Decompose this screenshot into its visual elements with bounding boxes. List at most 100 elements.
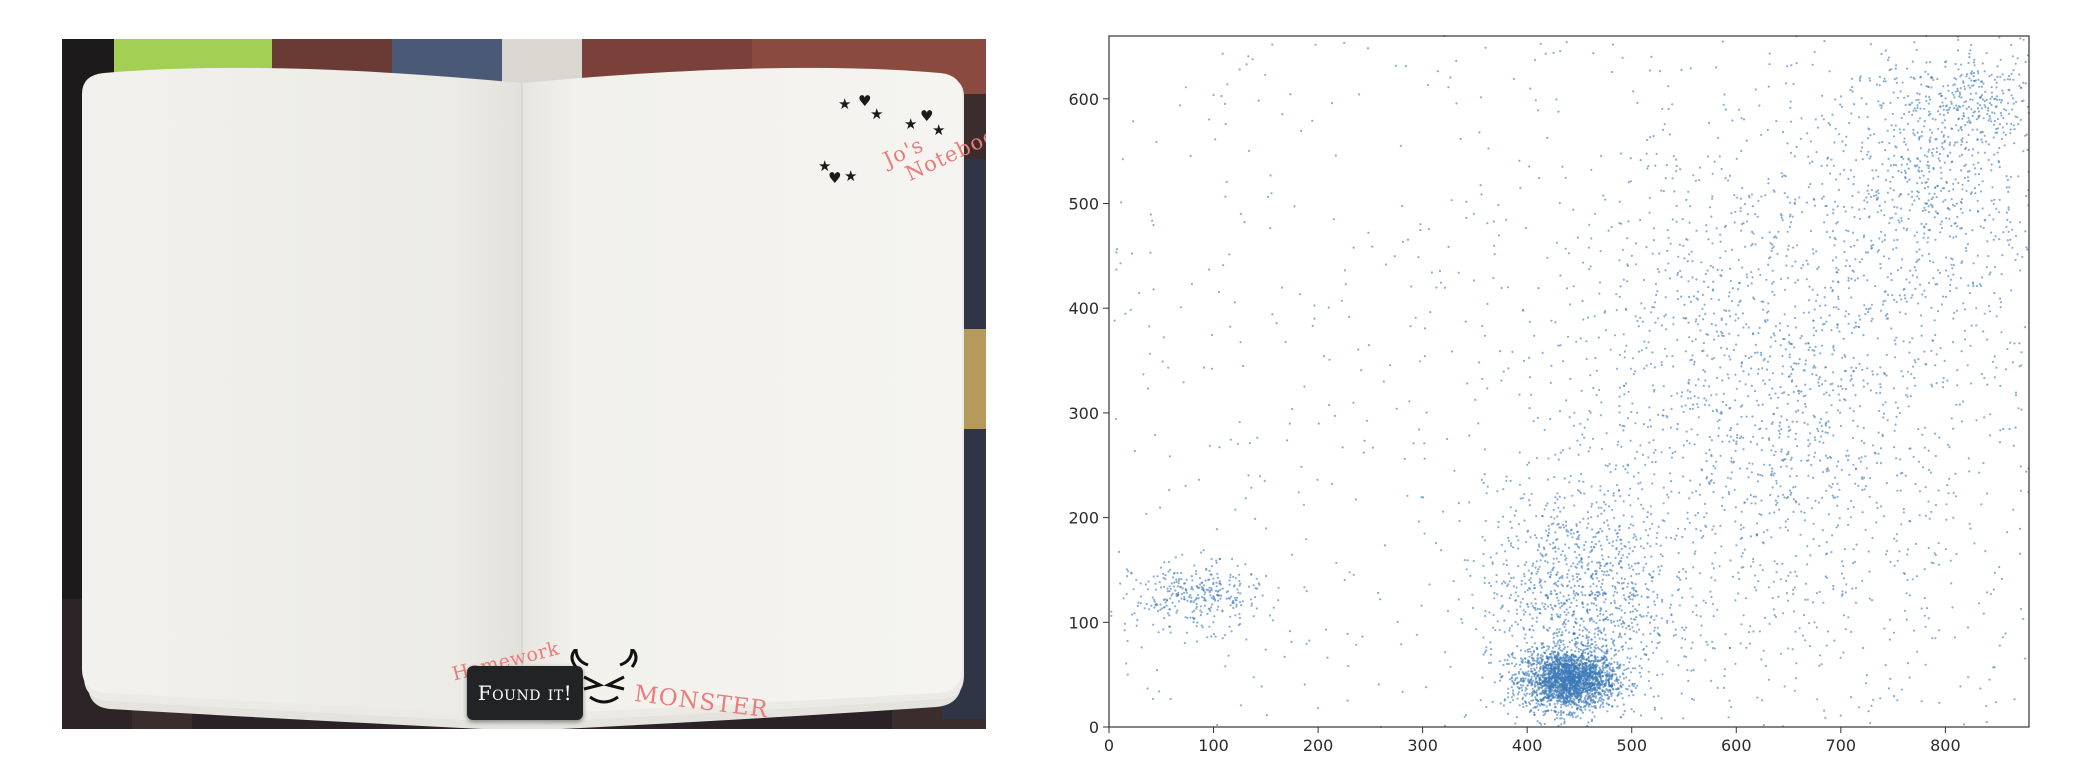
data-point bbox=[1125, 568, 1129, 571]
data-point bbox=[1573, 584, 1576, 588]
data-point bbox=[1812, 414, 1815, 417]
data-point bbox=[1507, 539, 1510, 542]
data-point bbox=[1556, 498, 1559, 501]
data-point bbox=[1623, 710, 1626, 713]
data-point bbox=[1602, 573, 1605, 576]
data-point bbox=[1595, 591, 1598, 594]
data-point bbox=[1570, 700, 1573, 703]
data-point bbox=[1626, 585, 1629, 588]
data-point bbox=[1567, 679, 1570, 682]
data-point bbox=[1652, 590, 1655, 593]
data-point bbox=[1519, 684, 1522, 687]
data-point bbox=[1832, 434, 1835, 437]
data-point bbox=[1924, 295, 1927, 299]
data-point bbox=[1783, 288, 1787, 291]
data-point bbox=[1623, 350, 1626, 353]
data-point bbox=[1564, 176, 1567, 179]
data-point bbox=[1507, 687, 1510, 690]
data-point bbox=[1239, 582, 1242, 585]
data-point bbox=[1570, 712, 1574, 716]
data-point bbox=[1544, 696, 1547, 699]
data-point bbox=[1692, 403, 1695, 406]
data-point bbox=[1531, 672, 1534, 675]
data-point bbox=[1590, 696, 1593, 700]
data-point bbox=[1588, 689, 1591, 692]
data-point bbox=[1880, 505, 1883, 508]
found-it-button[interactable]: Found it! bbox=[467, 666, 583, 720]
data-point bbox=[1546, 661, 1549, 664]
data-point bbox=[1590, 576, 1593, 579]
data-point bbox=[1741, 266, 1744, 269]
data-point bbox=[1876, 373, 1879, 376]
data-point bbox=[1735, 544, 1738, 547]
data-point bbox=[1942, 295, 1945, 298]
data-point bbox=[1668, 472, 1672, 475]
data-point bbox=[1261, 594, 1264, 597]
data-point bbox=[1542, 710, 1545, 713]
data-point bbox=[1562, 679, 1565, 682]
data-point bbox=[1197, 597, 1200, 600]
data-point bbox=[1653, 706, 1656, 709]
data-point bbox=[1660, 717, 1663, 720]
data-point bbox=[1610, 676, 1613, 680]
data-point bbox=[1160, 607, 1164, 610]
data-point bbox=[1861, 368, 1864, 371]
data-point bbox=[1562, 360, 1565, 363]
data-point bbox=[1824, 286, 1827, 289]
data-point bbox=[2011, 228, 2014, 231]
data-point bbox=[1707, 238, 1710, 241]
data-point bbox=[1909, 520, 1912, 523]
data-point bbox=[1575, 683, 1578, 686]
data-point bbox=[1827, 513, 1830, 516]
data-point bbox=[1804, 582, 1807, 585]
data-point bbox=[1616, 591, 1619, 594]
data-point bbox=[1687, 295, 1691, 299]
data-point bbox=[1588, 644, 1591, 647]
data-point bbox=[1794, 432, 1798, 435]
data-point bbox=[1536, 570, 1539, 573]
data-point bbox=[1618, 619, 1621, 622]
data-point bbox=[1676, 392, 1679, 395]
data-point bbox=[1636, 684, 1639, 687]
data-point bbox=[1590, 593, 1593, 596]
data-point bbox=[1666, 229, 1669, 232]
data-point bbox=[1627, 390, 1630, 393]
data-point bbox=[1845, 259, 1848, 262]
data-point bbox=[1596, 676, 1599, 679]
data-point bbox=[1630, 593, 1633, 596]
data-point bbox=[1555, 538, 1558, 541]
data-point bbox=[1557, 685, 1560, 688]
data-point bbox=[1640, 349, 1643, 352]
data-point bbox=[1440, 549, 1443, 552]
data-point bbox=[1598, 647, 1601, 651]
data-point bbox=[1796, 444, 1799, 448]
data-point bbox=[1599, 631, 1602, 634]
data-point bbox=[1548, 675, 1551, 679]
data-point bbox=[1647, 534, 1650, 537]
data-point bbox=[1786, 518, 1789, 521]
data-point bbox=[1642, 520, 1645, 523]
data-point bbox=[1238, 601, 1242, 604]
data-point bbox=[1681, 535, 1684, 539]
data-point bbox=[1210, 587, 1213, 590]
data-point bbox=[1599, 660, 1602, 663]
data-point bbox=[1576, 660, 1579, 663]
data-point bbox=[1580, 670, 1583, 673]
data-point bbox=[1215, 581, 1218, 584]
data-point bbox=[1863, 476, 1866, 479]
data-point bbox=[1550, 679, 1553, 682]
data-point bbox=[1927, 500, 1930, 503]
data-point bbox=[1514, 679, 1517, 682]
data-point bbox=[1921, 254, 1924, 257]
data-point bbox=[1570, 586, 1573, 589]
data-point bbox=[1853, 215, 1856, 219]
data-point bbox=[1860, 439, 1863, 442]
data-point bbox=[1916, 182, 1919, 185]
data-point bbox=[1975, 284, 1979, 288]
data-point bbox=[1537, 543, 1541, 546]
data-point bbox=[1712, 464, 1715, 468]
data-point bbox=[1709, 264, 1712, 267]
data-point bbox=[1930, 349, 1933, 352]
data-point bbox=[1772, 608, 1775, 611]
data-point bbox=[1824, 424, 1827, 427]
